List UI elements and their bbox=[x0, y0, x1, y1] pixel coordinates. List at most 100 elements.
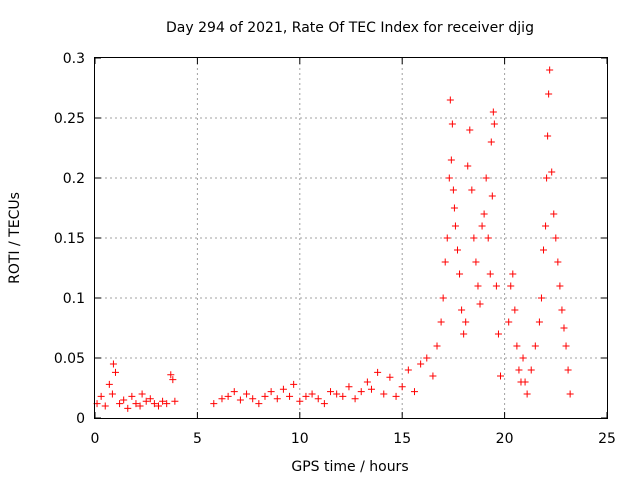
x-tick-label: 0 bbox=[91, 431, 100, 447]
data-point bbox=[488, 192, 496, 200]
chart-title: Day 294 of 2021, Rate Of TEC Index for r… bbox=[166, 20, 534, 36]
data-point bbox=[163, 400, 171, 408]
data-point bbox=[437, 318, 445, 326]
axis-ticks bbox=[94, 57, 608, 419]
data-point bbox=[445, 174, 453, 182]
data-point bbox=[128, 392, 136, 400]
data-point bbox=[451, 222, 459, 230]
data-point bbox=[550, 210, 558, 218]
data-point bbox=[456, 270, 464, 278]
y-tick-label: 0.1 bbox=[63, 291, 85, 307]
data-point bbox=[105, 380, 113, 388]
y-tick-labels: 0 0.05 0.1 0.15 0.2 0.25 0.3 bbox=[54, 51, 85, 427]
data-point bbox=[433, 342, 441, 350]
data-point bbox=[494, 330, 502, 338]
data-point bbox=[97, 392, 105, 400]
data-point bbox=[466, 126, 474, 134]
data-point bbox=[374, 368, 382, 376]
data-point bbox=[519, 354, 527, 362]
data-point bbox=[218, 395, 226, 403]
data-point bbox=[449, 186, 457, 194]
data-point bbox=[236, 396, 244, 404]
data-point bbox=[120, 396, 128, 404]
data-point bbox=[468, 186, 476, 194]
data-point bbox=[453, 246, 461, 254]
data-point bbox=[429, 372, 437, 380]
y-tick-label: 0.2 bbox=[63, 171, 85, 187]
data-point bbox=[489, 108, 497, 116]
data-point bbox=[540, 246, 548, 254]
data-point bbox=[544, 132, 552, 140]
data-point bbox=[261, 392, 269, 400]
x-tick-label: 5 bbox=[193, 431, 202, 447]
data-point bbox=[410, 388, 418, 396]
data-point bbox=[543, 174, 551, 182]
data-point bbox=[357, 388, 365, 396]
data-point bbox=[464, 162, 472, 170]
data-point bbox=[548, 168, 556, 176]
data-point bbox=[478, 222, 486, 230]
data-point bbox=[116, 400, 124, 408]
data-point bbox=[386, 373, 394, 381]
data-point bbox=[562, 342, 570, 350]
data-point bbox=[109, 360, 117, 368]
data-point bbox=[320, 400, 328, 408]
data-point bbox=[279, 385, 287, 393]
data-point bbox=[367, 385, 375, 393]
data-point bbox=[515, 366, 523, 374]
data-point bbox=[487, 138, 495, 146]
data-point bbox=[138, 390, 146, 398]
data-point bbox=[101, 402, 109, 410]
data-point bbox=[537, 294, 545, 302]
data-point bbox=[171, 397, 179, 405]
data-point bbox=[443, 234, 451, 242]
data-point bbox=[132, 400, 140, 408]
y-tick-label: 0.05 bbox=[54, 351, 85, 367]
data-point bbox=[146, 395, 154, 403]
data-point bbox=[255, 400, 263, 408]
data-point bbox=[552, 234, 560, 242]
data-point bbox=[441, 258, 449, 266]
data-point bbox=[314, 395, 322, 403]
plot-frame bbox=[94, 57, 608, 419]
data-point bbox=[545, 90, 553, 98]
data-point bbox=[136, 402, 144, 410]
data-point bbox=[458, 306, 466, 314]
data-point bbox=[398, 383, 406, 391]
data-point bbox=[482, 174, 490, 182]
data-point bbox=[290, 380, 298, 388]
data-point bbox=[509, 270, 517, 278]
data-points bbox=[93, 66, 574, 412]
data-point bbox=[497, 372, 505, 380]
data-point bbox=[224, 392, 232, 400]
data-point bbox=[523, 390, 531, 398]
data-point bbox=[480, 210, 488, 218]
data-point bbox=[333, 390, 341, 398]
grid-lines bbox=[95, 58, 607, 418]
data-point bbox=[554, 258, 562, 266]
data-point bbox=[560, 324, 568, 332]
data-point bbox=[486, 270, 494, 278]
data-point bbox=[124, 404, 132, 412]
data-point bbox=[521, 378, 529, 386]
data-point bbox=[448, 120, 456, 128]
data-point bbox=[267, 388, 275, 396]
data-point bbox=[476, 300, 484, 308]
data-point bbox=[446, 96, 454, 104]
data-point bbox=[505, 318, 513, 326]
x-tick-labels: 0 5 10 15 20 25 bbox=[91, 431, 616, 447]
data-point bbox=[286, 392, 294, 400]
y-tick-label: 0.15 bbox=[54, 231, 85, 247]
x-axis-label: GPS time / hours bbox=[291, 459, 408, 475]
data-point bbox=[243, 390, 251, 398]
data-point bbox=[556, 282, 564, 290]
data-point bbox=[351, 395, 359, 403]
data-point bbox=[159, 397, 167, 405]
data-point bbox=[439, 294, 447, 302]
x-tick-label: 20 bbox=[496, 431, 514, 447]
data-point bbox=[339, 392, 347, 400]
data-point bbox=[417, 360, 425, 368]
data-point bbox=[513, 342, 521, 350]
data-point bbox=[423, 354, 431, 362]
data-point bbox=[327, 388, 335, 396]
